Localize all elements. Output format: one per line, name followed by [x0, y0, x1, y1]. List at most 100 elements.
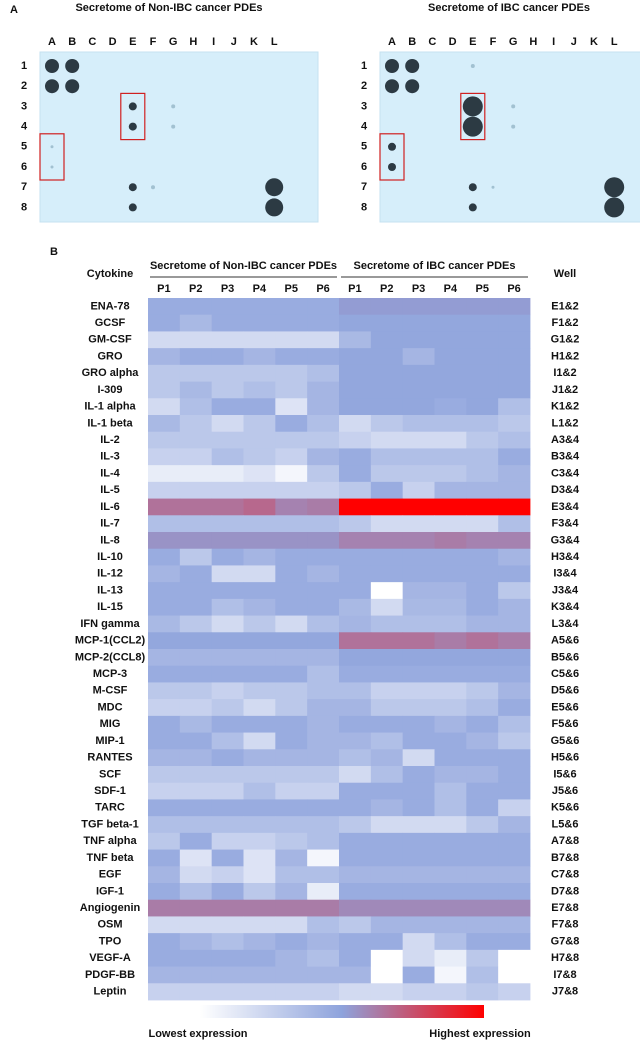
- heatmap-cell: [179, 481, 213, 499]
- well-label: H7&8: [551, 952, 579, 964]
- heatmap-cell: [179, 314, 213, 332]
- heatmap-cell: [211, 314, 244, 332]
- heatmap-cell: [307, 448, 340, 466]
- heatmap-cell: [307, 381, 340, 399]
- heatmap-cell: [179, 364, 213, 382]
- heatmap-cell: [243, 916, 276, 934]
- heatmap-cell: [339, 966, 372, 984]
- heatmap-cell: [307, 766, 340, 784]
- heatmap-cell: [339, 481, 372, 499]
- heatmap-cell: [307, 966, 340, 984]
- column-label: P1: [348, 283, 361, 295]
- heatmap-cell: [179, 415, 213, 433]
- heatmap-cell: [179, 866, 213, 884]
- heatmap-cell: [307, 598, 340, 616]
- heatmap-cell: [275, 749, 308, 767]
- blot-column-label: C: [88, 36, 96, 48]
- heatmap-cell: [179, 832, 213, 850]
- heatmap-cell: [434, 732, 467, 750]
- heatmap-cell: [370, 699, 404, 717]
- heatmap-cell: [434, 298, 467, 316]
- heatmap-cell: [434, 766, 467, 784]
- heatmap-cell: [466, 431, 499, 449]
- heatmap-cell: [243, 749, 276, 767]
- blot-title: Secretome of IBC cancer PDEs: [428, 2, 590, 14]
- heatmap-cell: [211, 565, 244, 583]
- heatmap-cell: [211, 415, 244, 433]
- heatmap-cell: [148, 966, 181, 984]
- heatmap-cell: [243, 314, 276, 332]
- heatmap-cell: [275, 983, 308, 1001]
- heatmap-cell: [307, 949, 340, 967]
- heatmap-cell: [211, 749, 244, 767]
- heatmap-cell: [211, 949, 244, 967]
- heatmap-cell: [339, 465, 372, 483]
- heatmap-cell: [148, 381, 181, 399]
- heatmap-cell: [370, 348, 404, 366]
- heatmap-cell: [179, 348, 213, 366]
- well-label: L3&4: [552, 618, 580, 630]
- heatmap-cell: [498, 632, 531, 650]
- heatmap-cell: [211, 649, 244, 667]
- well-label: I5&6: [553, 768, 576, 780]
- heatmap-cell: [434, 448, 467, 466]
- heatmap-cell: [498, 415, 531, 433]
- heatmap-cell: [275, 598, 308, 616]
- heatmap-cell: [339, 782, 372, 800]
- heatmap-cell: [179, 598, 213, 616]
- heatmap-cell: [402, 532, 435, 550]
- heatmap-cell: [275, 665, 308, 683]
- heatmap-cell: [275, 699, 308, 717]
- heatmap-cell: [339, 682, 372, 700]
- well-label: J5&6: [552, 785, 578, 797]
- heatmap-cell: [498, 949, 531, 967]
- heatmap-cell: [339, 381, 372, 399]
- heatmap-cell: [434, 431, 467, 449]
- heatmap-cell: [148, 448, 181, 466]
- well-label: G5&6: [551, 735, 580, 747]
- heatmap-cell: [402, 816, 435, 834]
- heatmap-cell: [402, 849, 435, 867]
- heatmap-cell: [275, 298, 308, 316]
- heatmap-cell: [179, 766, 213, 784]
- cytokine-label: GRO: [97, 350, 123, 362]
- heatmap-cell: [339, 548, 372, 566]
- heatmap-cell: [402, 331, 435, 349]
- column-label: P5: [285, 283, 298, 295]
- well-label: B3&4: [551, 451, 580, 463]
- heatmap-cell: [275, 715, 308, 733]
- heatmap-cell: [402, 465, 435, 483]
- heatmap-cell: [307, 548, 340, 566]
- heatmap-cell: [275, 565, 308, 583]
- heatmap-cell: [466, 949, 499, 967]
- well-header: Well: [554, 268, 576, 280]
- heatmap-cell: [148, 431, 181, 449]
- heatmap-cell: [275, 899, 308, 917]
- heatmap-cell: [243, 565, 276, 583]
- cytokine-label: RANTES: [87, 752, 132, 764]
- heatmap-cell: [243, 816, 276, 834]
- blot-spot: [491, 185, 495, 189]
- heatmap-cell: [243, 381, 276, 399]
- heatmap-cell: [211, 732, 244, 750]
- heatmap-cell: [402, 682, 435, 700]
- heatmap-cell: [370, 515, 404, 533]
- blot-column-label: B: [408, 36, 416, 48]
- heatmap-cell: [148, 699, 181, 717]
- blot-spot: [50, 145, 54, 149]
- heatmap-cell: [466, 983, 499, 1001]
- heatmap-cell: [466, 548, 499, 566]
- heatmap-cell: [211, 665, 244, 683]
- heatmap-cell: [498, 364, 531, 382]
- well-label: L5&6: [552, 818, 579, 830]
- heatmap-cell: [211, 431, 244, 449]
- heatmap-cell: [148, 832, 181, 850]
- blot-row-label: 2: [361, 80, 367, 92]
- heatmap-cell: [370, 431, 404, 449]
- heatmap-cell: [466, 582, 499, 600]
- heatmap-cell: [243, 598, 276, 616]
- heatmap-cell: [498, 665, 531, 683]
- blot-column-label: K: [590, 36, 598, 48]
- blot-row-label: 5: [21, 141, 27, 153]
- column-label: P4: [444, 283, 458, 295]
